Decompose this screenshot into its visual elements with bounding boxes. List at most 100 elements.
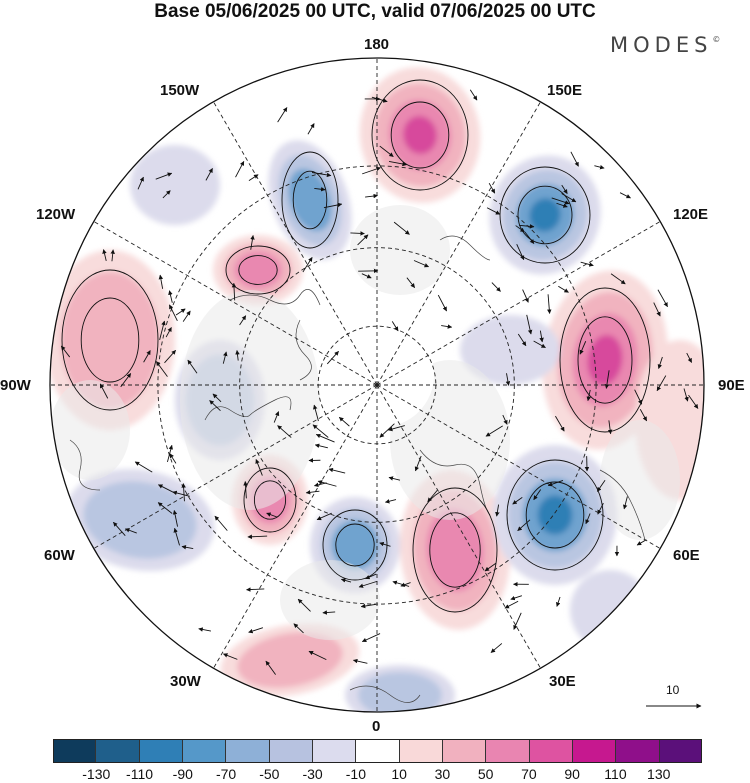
colorbar-tick-label: 70: [521, 766, 537, 782]
colorbar-tick-label: 50: [477, 766, 494, 782]
wind-arrow: [513, 612, 522, 630]
wind-arrow: [155, 172, 173, 180]
wind-arrow: [182, 310, 191, 322]
lon-label-120w: 120W: [36, 206, 76, 223]
anomaly-contour: [331, 520, 379, 570]
wind-arrow: [158, 274, 164, 289]
wind-arrow: [340, 578, 352, 583]
lon-label-90e: 90E: [718, 377, 745, 394]
wind-arrow: [556, 596, 561, 607]
wind-arrow: [362, 166, 381, 175]
wind-arrow: [469, 89, 478, 101]
wind-arrow: [305, 490, 320, 495]
lon-label-90w: 90W: [0, 377, 31, 394]
colorbar-tick-label: -30: [302, 766, 323, 782]
circulation-contour: [243, 467, 297, 533]
wind-arrow: [379, 423, 395, 438]
wind-arrow: [181, 545, 194, 550]
colorbar-tick-label: 90: [564, 766, 580, 782]
meridian-line: [376, 101, 541, 386]
wind-arrow: [437, 294, 447, 312]
circulation-contour: [559, 287, 651, 433]
wind-arrow: [255, 458, 263, 476]
anomaly-contour: [358, 672, 442, 712]
anomaly-contour: [529, 198, 561, 232]
wind-arrow: [326, 350, 339, 365]
wind-arrow: [495, 504, 500, 517]
wind-arrow: [157, 502, 173, 514]
wind-arrow: [235, 160, 245, 178]
wind-arrow: [441, 324, 453, 329]
reference-arrow-icon: [646, 703, 702, 709]
wind-arrow: [120, 373, 132, 388]
wind-arrow: [169, 453, 177, 464]
wind-arrow: [484, 563, 496, 572]
anomaly-contour: [130, 145, 220, 225]
wind-arrow: [316, 512, 332, 521]
coastline: [599, 469, 646, 541]
wind-arrow: [524, 231, 535, 244]
wind-arrow: [297, 598, 311, 612]
wind-arrow: [222, 351, 228, 364]
wind-arrow: [379, 145, 394, 157]
wind-arrow: [505, 373, 511, 386]
wind-arrow: [414, 455, 422, 472]
circulation-contour: [429, 512, 481, 588]
meridian-line: [93, 221, 378, 386]
wind-arrow: [388, 161, 407, 167]
wind-arrow: [517, 519, 531, 532]
colorbar-box: [571, 739, 616, 763]
wind-arrow: [322, 610, 336, 615]
wind-arrow: [657, 356, 663, 369]
circulation-contour: [525, 481, 585, 549]
coastline: [295, 319, 312, 381]
wind-arrow: [504, 600, 519, 609]
wind-arrow: [358, 580, 378, 588]
wind-arrow: [222, 653, 238, 660]
colorbar-box: [311, 739, 356, 763]
lon-label-0: 0: [372, 718, 381, 735]
circulation-contour: [371, 79, 469, 191]
wind-arrow: [235, 350, 240, 361]
wind-arrow: [113, 521, 126, 536]
wind-arrow: [392, 580, 410, 587]
circulation-contour: [322, 509, 388, 581]
logo-mark: ©: [712, 35, 721, 44]
wind-arrow: [187, 359, 198, 374]
logo-text: MODES: [610, 33, 713, 57]
wind-arrow: [427, 490, 438, 503]
wind-arrow: [314, 187, 326, 192]
colorbar-tick-label: 30: [434, 766, 451, 782]
wind-arrow: [328, 467, 346, 474]
wind-arrow: [315, 433, 335, 443]
wind-arrow: [522, 289, 529, 303]
wind-arrow: [515, 225, 525, 233]
wind-arrow: [400, 582, 411, 587]
colorbar-box: [268, 739, 312, 763]
wind-arrow: [539, 330, 544, 343]
circulation-contour: [292, 170, 328, 230]
wind-arrow: [198, 627, 212, 632]
coastline: [204, 396, 292, 421]
wind-arrow: [110, 249, 115, 262]
land-outlines: [50, 205, 680, 703]
colorbar-box: [485, 739, 529, 763]
meridian-line: [93, 384, 378, 549]
wind-arrow: [491, 282, 501, 292]
wind-arrow: [371, 96, 388, 103]
wind-arrow: [165, 327, 172, 338]
wind-arrow: [639, 409, 648, 422]
land-shading: [180, 290, 320, 510]
wind-arrow: [391, 321, 399, 332]
lon-label-150e: 150E: [547, 82, 583, 99]
wind-arrow: [533, 489, 542, 501]
wind-arrow: [243, 481, 248, 499]
land-shading: [50, 380, 130, 480]
wind-arrow: [212, 393, 222, 403]
circulation-contour: [517, 185, 573, 245]
wind-arrow: [517, 333, 527, 347]
wind-arrow: [547, 294, 552, 314]
wind-arrow: [512, 496, 523, 505]
circulation-contour: [238, 255, 278, 285]
